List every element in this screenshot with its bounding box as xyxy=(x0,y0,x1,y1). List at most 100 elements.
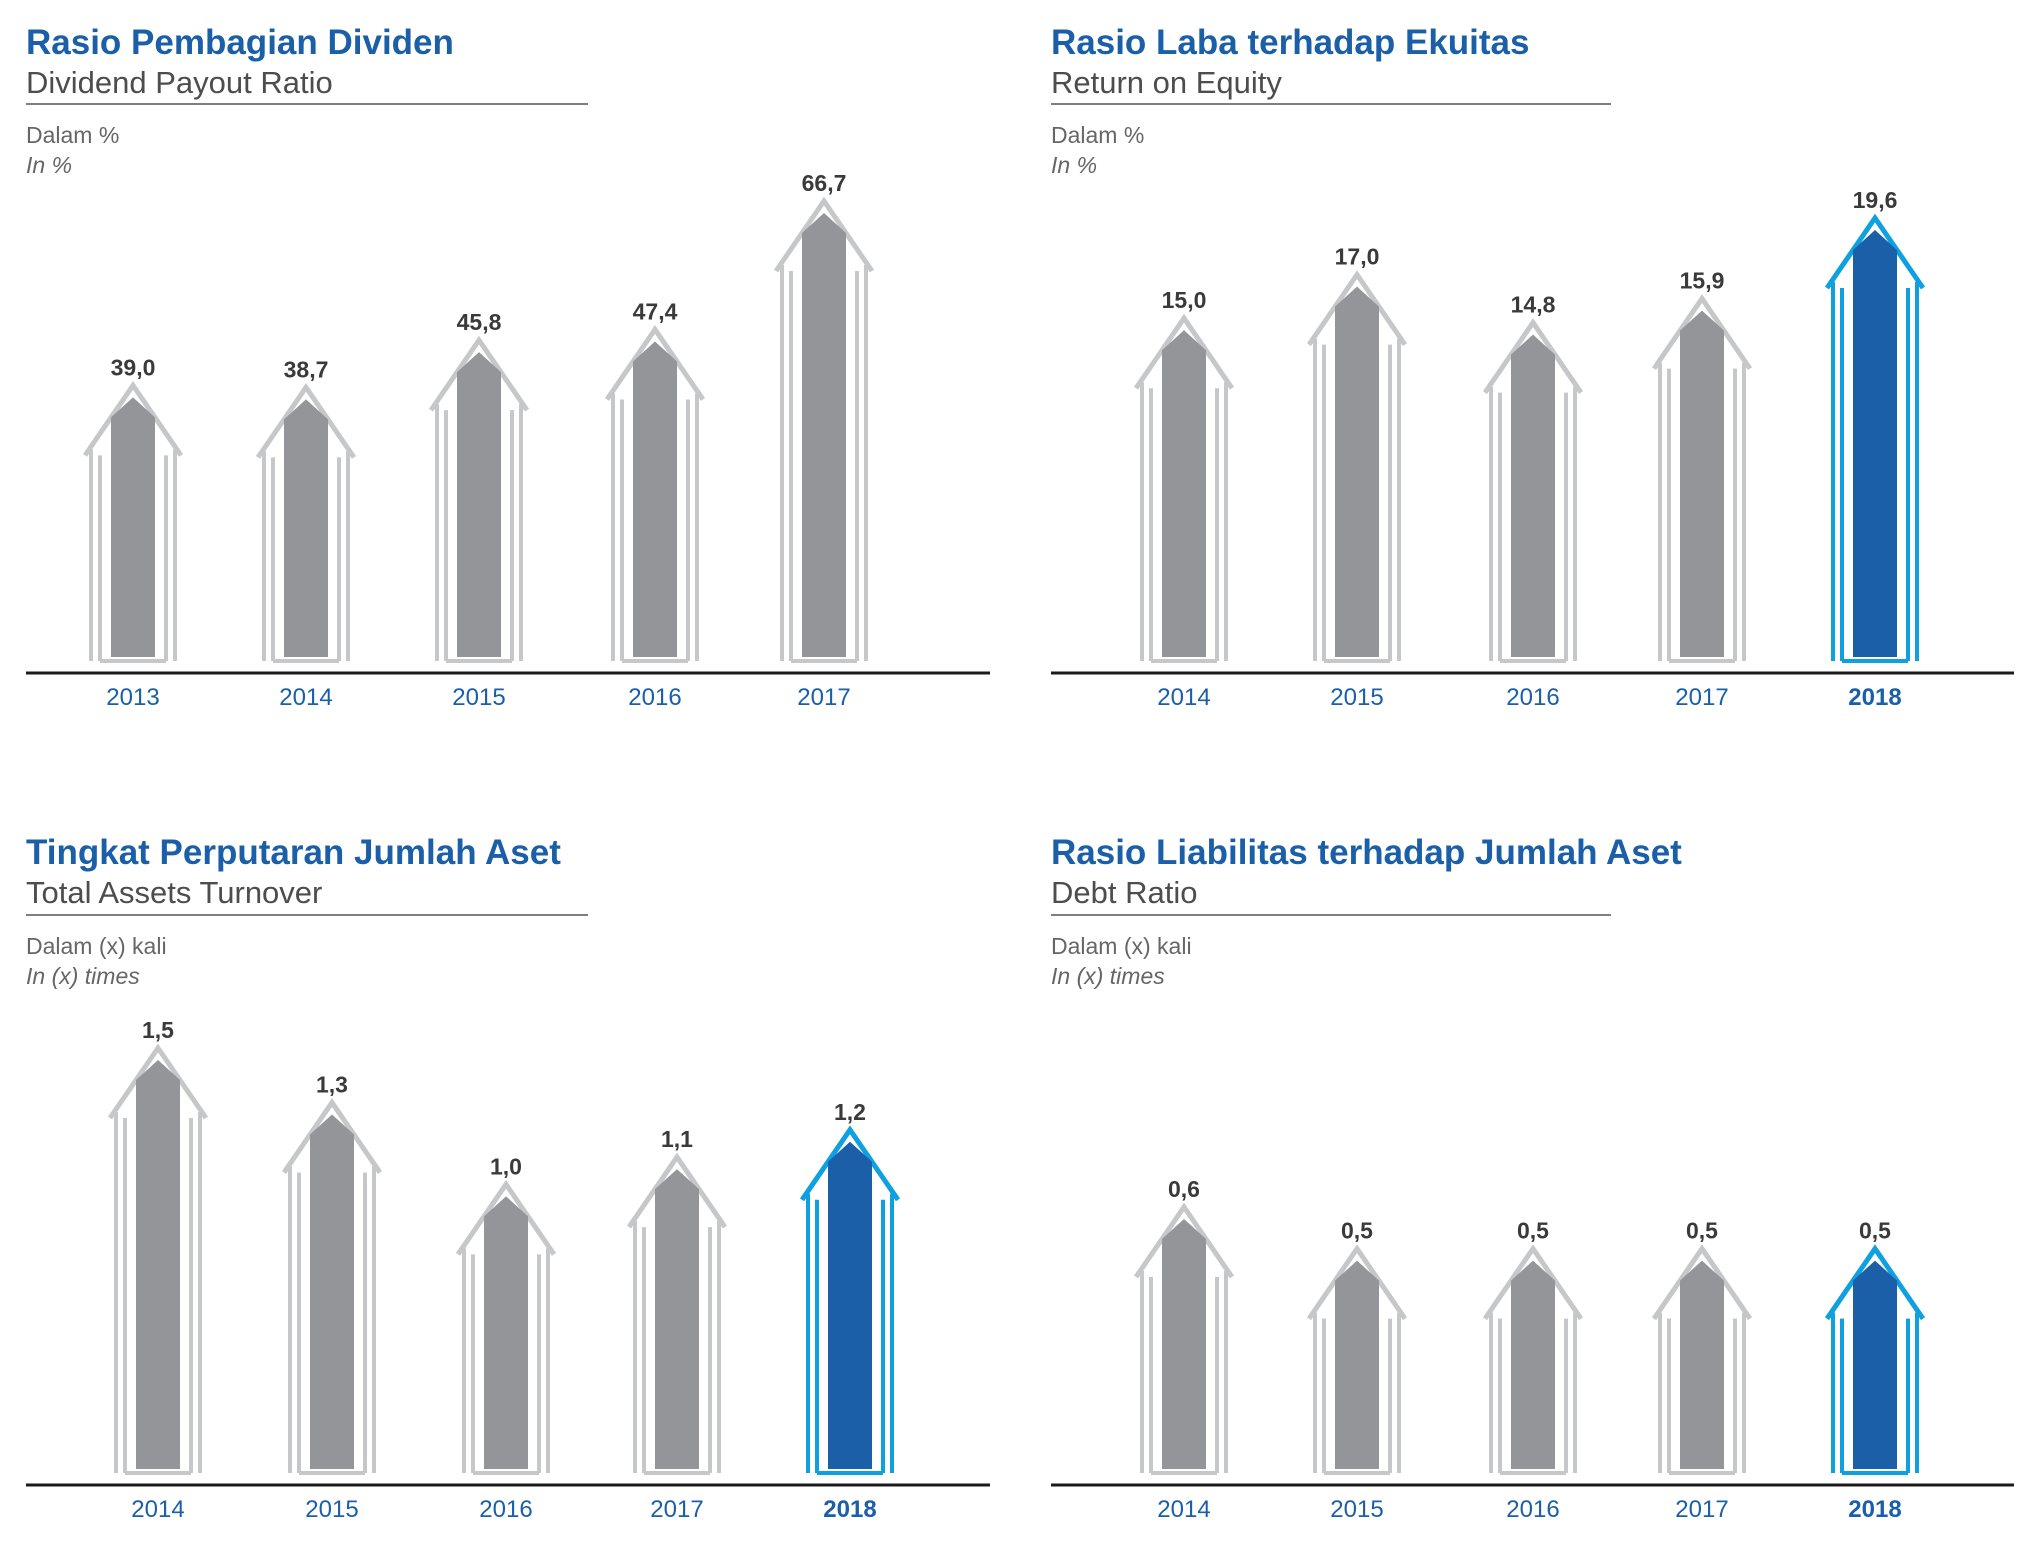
unit-label: Dalam (x) kali xyxy=(1051,933,1192,959)
value-label: 19,6 xyxy=(1853,187,1898,213)
bar-2015: 45,8 2015 xyxy=(428,309,530,711)
bar-2015: 1,3 2015 xyxy=(281,1072,383,1523)
bars-group: 1,5 2014 1,3 2015 1,0 2016 1,1 2017 1,2 2018 xyxy=(107,1017,901,1523)
bar-fill xyxy=(1680,310,1724,657)
chart-title: Rasio Liabilitas terhadap Jumlah Aset xyxy=(1051,833,1682,872)
bar-outline-chevron xyxy=(107,1043,209,1120)
chart-title: Rasio Laba terhadap Ekuitas xyxy=(1051,23,1529,62)
unit-label: Dalam (x) kali xyxy=(26,933,167,959)
chart-subtitle: Total Assets Turnover xyxy=(26,875,322,910)
bar-outline-chevron xyxy=(82,380,184,457)
bar-fill xyxy=(1511,1260,1555,1469)
bar-outline-chevron xyxy=(1133,1202,1235,1279)
bar-outline-chevron xyxy=(1651,1244,1753,1321)
x-tick-label: 2016 xyxy=(479,1496,532,1523)
x-tick-label: 2013 xyxy=(106,684,159,711)
value-label: 17,0 xyxy=(1335,244,1380,270)
value-label: 0,5 xyxy=(1341,1218,1373,1244)
bar-fill xyxy=(802,213,846,657)
unit-label: Dalam % xyxy=(1051,122,1144,148)
bar-fill xyxy=(1853,1260,1897,1469)
x-tick-label: 2017 xyxy=(1675,684,1728,711)
bar-2014: 1,5 2014 xyxy=(107,1017,209,1523)
unit-label-en: In % xyxy=(1051,152,1097,178)
bar-fill xyxy=(484,1196,528,1469)
x-tick-label: 2018 xyxy=(823,1496,876,1523)
value-label: 1,2 xyxy=(834,1099,866,1125)
bar-2018: 0,5 2018 xyxy=(1824,1218,1926,1523)
bar-outline-chevron xyxy=(1306,1244,1408,1321)
bar-2017: 1,1 2017 xyxy=(626,1126,728,1523)
value-label: 1,0 xyxy=(490,1153,522,1179)
bar-fill xyxy=(1162,330,1206,657)
bar-2015: 17,0 2015 xyxy=(1306,244,1408,711)
bars-group: 39,0 2013 38,7 2014 45,8 2015 47,4 2016 66,7 2017 xyxy=(82,170,875,711)
x-tick-label: 2016 xyxy=(628,684,681,711)
x-tick-label: 2014 xyxy=(279,684,332,711)
bar-outline-chevron xyxy=(1482,1244,1584,1321)
bar-fill xyxy=(1335,1260,1379,1469)
bar-2017: 0,5 2017 xyxy=(1651,1218,1753,1523)
bar-2014: 38,7 2014 xyxy=(255,356,357,711)
bar-fill xyxy=(828,1141,872,1469)
bar-fill xyxy=(633,341,677,657)
bar-2017: 15,9 2017 xyxy=(1651,268,1753,711)
x-tick-label: 2017 xyxy=(1675,1496,1728,1523)
value-label: 1,5 xyxy=(142,1017,174,1043)
value-label: 47,4 xyxy=(633,298,678,324)
x-tick-label: 2016 xyxy=(1506,684,1559,711)
bar-fill xyxy=(136,1060,180,1469)
panel-return-on-equity: Rasio Laba terhadap Ekuitas Return on Eq… xyxy=(1051,23,2014,711)
bar-fill xyxy=(310,1114,354,1469)
chart-subtitle: Debt Ratio xyxy=(1051,875,1197,910)
chart-title: Tingkat Perputaran Jumlah Aset xyxy=(26,833,561,872)
x-tick-label: 2015 xyxy=(1330,684,1383,711)
value-label: 0,5 xyxy=(1517,1218,1549,1244)
bar-outline-chevron xyxy=(255,382,357,459)
bar-fill xyxy=(1680,1260,1724,1469)
value-label: 45,8 xyxy=(457,309,502,335)
bar-fill xyxy=(284,399,328,657)
bar-2018: 1,2 2018 xyxy=(799,1099,901,1523)
bar-outline-chevron xyxy=(773,196,875,273)
bar-2018: 19,6 2018 xyxy=(1824,187,1926,711)
bar-outline-chevron xyxy=(604,325,706,401)
bar-2016: 1,0 2016 xyxy=(455,1153,557,1523)
x-tick-label: 2016 xyxy=(1506,1496,1559,1523)
panel-total-assets-turnover: Tingkat Perputaran Jumlah Aset Total Ass… xyxy=(26,833,990,1523)
chart-subtitle: Dividend Payout Ratio xyxy=(26,65,333,100)
chart-title: Rasio Pembagian Dividen xyxy=(26,23,454,62)
bar-outline-chevron xyxy=(428,335,530,412)
value-label: 14,8 xyxy=(1511,292,1556,318)
bar-outline-chevron xyxy=(626,1152,728,1229)
value-label: 0,5 xyxy=(1686,1218,1718,1244)
bar-2014: 0,6 2014 xyxy=(1133,1176,1235,1523)
bar-2013: 39,0 2013 xyxy=(82,354,184,711)
panel-dividend-payout: Rasio Pembagian Dividen Dividend Payout … xyxy=(26,23,990,711)
bar-fill xyxy=(1335,286,1379,657)
value-label: 15,9 xyxy=(1680,268,1725,294)
x-tick-label: 2015 xyxy=(1330,1496,1383,1523)
bar-fill xyxy=(111,397,155,657)
value-label: 66,7 xyxy=(802,170,847,196)
unit-label-en: In % xyxy=(26,152,72,178)
bar-fill xyxy=(1162,1219,1206,1469)
value-label: 1,1 xyxy=(661,1126,693,1152)
bars-group: 0,6 2014 0,5 2015 0,5 2016 0,5 2017 0,5 2018 xyxy=(1133,1176,1926,1523)
value-label: 39,0 xyxy=(111,354,156,380)
bar-outline-chevron xyxy=(1482,318,1584,394)
x-tick-label: 2018 xyxy=(1848,1496,1901,1523)
bars-group: 15,0 2014 17,0 2015 14,8 2016 15,9 2017 19,6 2018 xyxy=(1133,187,1926,711)
bar-fill xyxy=(655,1169,699,1469)
value-label: 0,6 xyxy=(1168,1176,1200,1202)
bar-2016: 14,8 2016 xyxy=(1482,292,1584,711)
bar-outline-chevron xyxy=(1824,1244,1926,1321)
value-label: 1,3 xyxy=(316,1072,348,1098)
unit-label: Dalam % xyxy=(26,122,119,148)
bar-outline-chevron xyxy=(1133,313,1235,390)
bar-outline-chevron xyxy=(281,1098,383,1174)
panel-debt-ratio: Rasio Liabilitas terhadap Jumlah Aset De… xyxy=(1051,833,2014,1523)
bar-fill xyxy=(1511,334,1555,657)
x-tick-label: 2014 xyxy=(1157,684,1210,711)
